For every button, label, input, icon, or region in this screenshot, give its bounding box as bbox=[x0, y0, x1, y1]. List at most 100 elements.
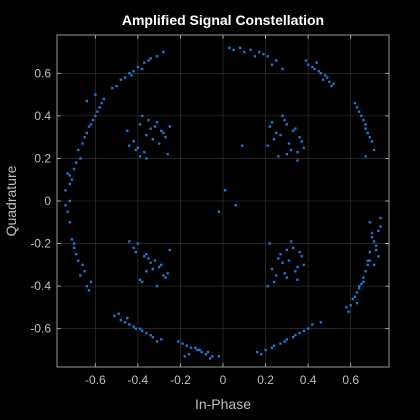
data-point bbox=[162, 131, 165, 135]
data-point bbox=[72, 242, 76, 245]
data-point bbox=[304, 59, 308, 62]
data-point bbox=[266, 284, 269, 288]
data-point bbox=[189, 346, 193, 350]
data-point bbox=[234, 204, 237, 207]
data-point bbox=[375, 248, 378, 252]
data-point bbox=[155, 55, 159, 58]
data-point bbox=[96, 110, 99, 113]
data-point bbox=[272, 280, 276, 284]
data-point bbox=[302, 146, 306, 149]
data-point bbox=[298, 135, 301, 139]
data-point bbox=[206, 350, 210, 354]
data-point bbox=[240, 144, 244, 147]
data-point bbox=[279, 342, 282, 345]
data-point bbox=[145, 157, 148, 160]
data-point bbox=[296, 159, 299, 162]
data-point bbox=[157, 265, 161, 269]
data-point bbox=[94, 93, 97, 96]
data-point bbox=[270, 121, 274, 124]
data-point bbox=[368, 250, 372, 254]
data-point bbox=[145, 133, 148, 137]
data-point bbox=[91, 118, 95, 122]
data-point bbox=[138, 123, 142, 126]
data-point bbox=[87, 289, 91, 292]
data-point bbox=[74, 161, 78, 164]
data-point bbox=[85, 99, 88, 103]
data-point bbox=[64, 204, 67, 207]
data-point bbox=[143, 255, 146, 258]
data-point bbox=[238, 46, 242, 49]
data-point bbox=[155, 340, 159, 343]
data-point bbox=[126, 129, 129, 132]
data-point bbox=[292, 336, 295, 339]
data-point bbox=[362, 276, 365, 279]
data-point bbox=[275, 59, 278, 62]
data-point bbox=[283, 272, 286, 275]
data-point bbox=[149, 333, 152, 337]
data-point bbox=[319, 72, 323, 75]
data-point bbox=[294, 127, 297, 130]
data-point bbox=[83, 270, 86, 273]
data-point bbox=[243, 50, 246, 54]
data-point bbox=[155, 284, 159, 288]
data-point bbox=[187, 353, 191, 356]
data-point bbox=[306, 327, 310, 330]
data-point bbox=[130, 74, 133, 77]
data-point bbox=[285, 123, 289, 126]
data-point bbox=[368, 221, 372, 224]
data-point bbox=[275, 131, 278, 135]
data-point bbox=[370, 235, 374, 239]
data-point bbox=[270, 63, 274, 66]
data-point bbox=[321, 78, 325, 81]
ticks-layer: -0.6 -0.4 -0.2 0 0.2 0.4 0.6 -0.6 -0.4 -0.2 0 0.2 0.… bbox=[30, 35, 389, 387]
data-point bbox=[132, 140, 135, 143]
data-point bbox=[272, 344, 276, 347]
data-point bbox=[168, 125, 171, 128]
data-point bbox=[72, 167, 76, 171]
data-point bbox=[68, 221, 71, 224]
data-point bbox=[268, 125, 272, 128]
data-point bbox=[232, 48, 235, 52]
data-point bbox=[119, 78, 123, 81]
data-point bbox=[85, 131, 88, 135]
data-point bbox=[209, 357, 212, 360]
data-point bbox=[160, 129, 163, 132]
data-point bbox=[177, 340, 180, 343]
x-axis-label: In-Phase bbox=[195, 396, 251, 412]
data-point bbox=[100, 101, 103, 105]
data-point bbox=[89, 280, 93, 284]
data-point bbox=[166, 152, 169, 156]
data-point bbox=[70, 178, 74, 181]
y-tick-label: -0.4 bbox=[30, 279, 51, 293]
data-point bbox=[228, 46, 231, 49]
data-point bbox=[113, 314, 116, 318]
data-point bbox=[194, 346, 197, 350]
data-point bbox=[140, 280, 144, 284]
data-point bbox=[266, 55, 269, 58]
data-point bbox=[79, 157, 82, 160]
data-point bbox=[102, 97, 106, 101]
data-point bbox=[358, 110, 361, 113]
data-point bbox=[353, 295, 357, 298]
data-point bbox=[123, 76, 127, 79]
data-point bbox=[370, 231, 374, 235]
data-point bbox=[162, 50, 165, 54]
data-point bbox=[285, 152, 289, 156]
data-point bbox=[217, 210, 220, 213]
data-point bbox=[366, 263, 369, 267]
data-point bbox=[366, 131, 369, 135]
data-point bbox=[283, 340, 286, 343]
data-point bbox=[164, 135, 167, 139]
data-point bbox=[272, 138, 276, 141]
data-point bbox=[147, 257, 150, 260]
data-point bbox=[311, 323, 314, 326]
data-point bbox=[362, 280, 365, 284]
data-point bbox=[147, 59, 150, 62]
data-point bbox=[153, 125, 157, 128]
data-point bbox=[151, 267, 154, 271]
data-point bbox=[160, 263, 163, 267]
data-point bbox=[270, 267, 274, 271]
data-point bbox=[358, 284, 361, 288]
data-point bbox=[368, 259, 372, 262]
data-point bbox=[183, 355, 186, 358]
